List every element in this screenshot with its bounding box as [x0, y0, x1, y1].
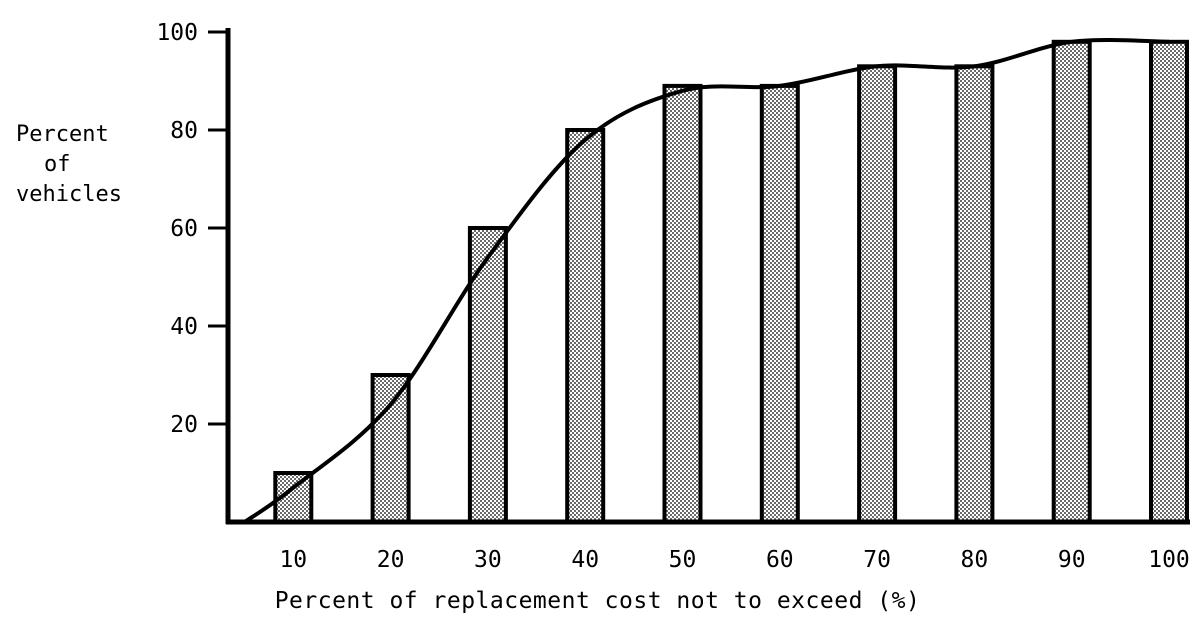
x-tick-label-100: 100: [1148, 547, 1190, 573]
bar-100: [1149, 39, 1189, 525]
x-tick-label-80: 80: [961, 547, 989, 573]
bar-70: [857, 64, 898, 525]
x-tick-label-50: 50: [669, 547, 697, 573]
axes-layer: [225, 28, 1190, 525]
cumulative-curve: [243, 37, 1170, 524]
x-tick-label-60: 60: [766, 547, 794, 573]
y-axis-label-line-3: vehicles: [16, 182, 122, 207]
bar-80: [954, 64, 995, 525]
bar-20: [370, 373, 411, 524]
x-tick-label-90: 90: [1058, 547, 1086, 573]
y-tick-label-80: 80: [170, 118, 198, 144]
y-tick-labels: 20 40 60 80 100: [156, 20, 228, 438]
x-tick-label-30: 30: [474, 547, 502, 573]
bar-60: [759, 83, 800, 525]
x-axis-label: Percent of replacement cost not to excee…: [274, 588, 921, 614]
x-tick-label-70: 70: [863, 547, 891, 573]
y-axis-label-line-2: of: [44, 152, 71, 177]
x-tick-label-20: 20: [377, 547, 405, 573]
bars-layer: [273, 39, 1189, 525]
bar-40: [565, 128, 606, 524]
x-tick-labels: 10 20 30 40 50 60 70 80 90 100: [279, 547, 1189, 573]
x-tick-label-40: 40: [571, 547, 599, 573]
y-tick-label-40: 40: [170, 314, 198, 340]
y-tick-label-100: 100: [156, 20, 198, 46]
y-tick-label-20: 20: [170, 412, 198, 438]
curve-layer: [243, 37, 1170, 524]
y-axis-label-line-1: Percent: [16, 122, 109, 147]
bar-90: [1051, 39, 1092, 525]
x-tick-label-10: 10: [279, 547, 307, 573]
bar-50: [662, 83, 703, 525]
y-tick-label-60: 60: [170, 216, 198, 242]
